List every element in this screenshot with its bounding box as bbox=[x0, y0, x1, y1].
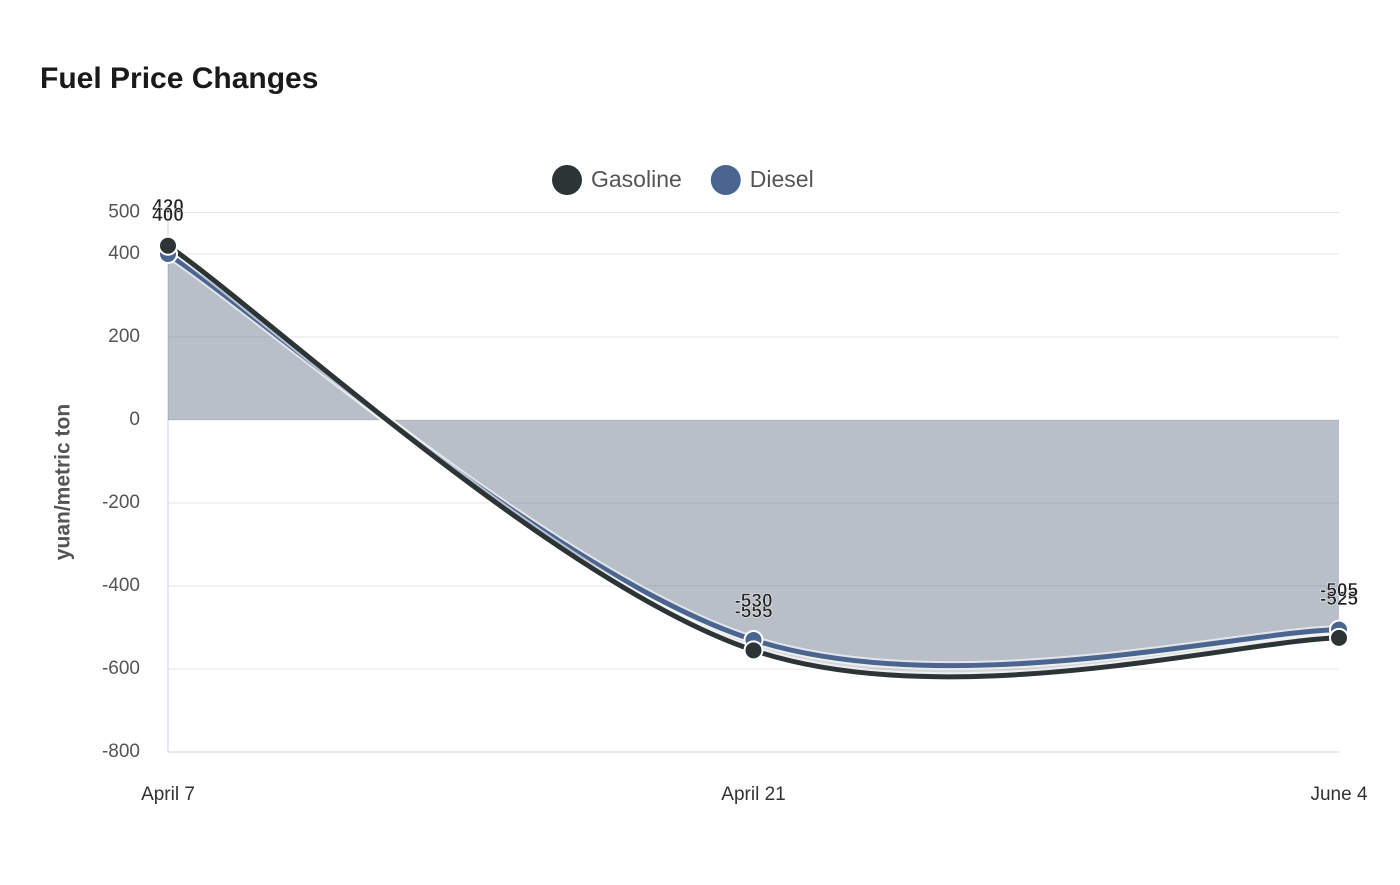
x-tick-label: June 4 bbox=[1310, 784, 1367, 805]
legend-marker bbox=[552, 165, 582, 195]
y-axis-label: yuan/metric ton bbox=[52, 404, 75, 560]
y-tick-label: -200 bbox=[102, 492, 140, 513]
data-label: -525 bbox=[1320, 589, 1358, 610]
legend-label: Gasoline bbox=[591, 166, 682, 192]
data-label: -530 bbox=[734, 591, 772, 612]
data-label: 400 bbox=[152, 205, 184, 226]
legend-marker bbox=[710, 165, 741, 195]
data-label: 420 bbox=[152, 197, 184, 218]
y-tick-label: -800 bbox=[102, 741, 140, 762]
data-label: -505 bbox=[1320, 581, 1358, 602]
x-tick-label: April 7 bbox=[141, 784, 195, 805]
point bbox=[158, 235, 178, 256]
x-tick-label: April 21 bbox=[721, 784, 785, 805]
area-fill bbox=[168, 245, 1339, 677]
area-fill bbox=[168, 254, 1339, 666]
y-tick-label: 0 bbox=[129, 409, 140, 430]
data-label: -555 bbox=[734, 601, 772, 622]
y-tick-label: 200 bbox=[108, 326, 140, 347]
y-tick-label: -600 bbox=[102, 658, 140, 679]
y-tick-label: -400 bbox=[102, 575, 140, 596]
y-tick-label: 400 bbox=[108, 243, 140, 264]
point bbox=[743, 640, 764, 661]
y-tick-label: 500 bbox=[108, 202, 140, 223]
chart-title: Fuel Price Changes bbox=[40, 62, 318, 95]
legend-label: Diesel bbox=[750, 166, 814, 192]
point bbox=[1329, 627, 1349, 648]
